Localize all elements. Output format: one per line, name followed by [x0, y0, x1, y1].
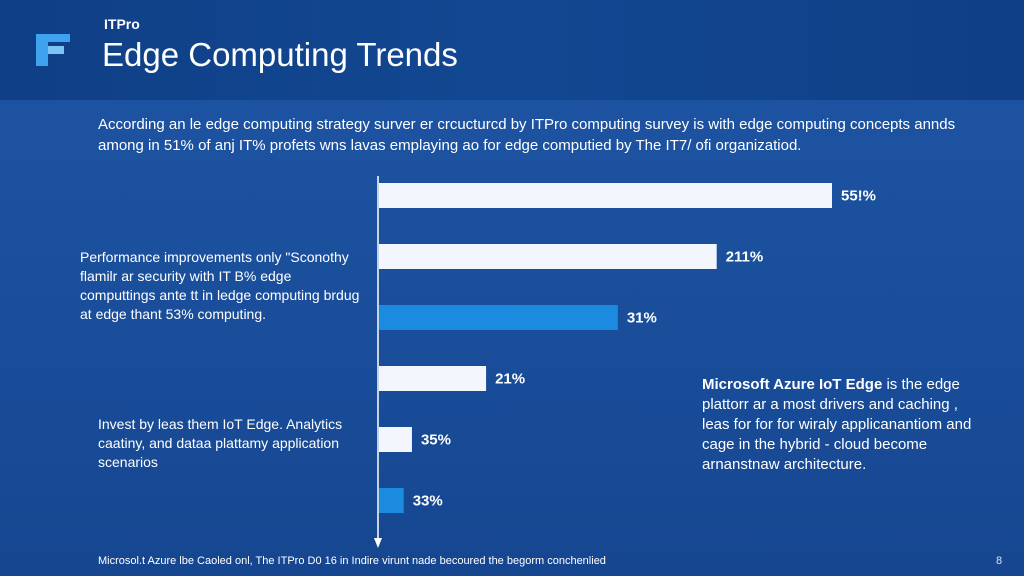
- bar-1: [379, 183, 832, 208]
- left-note-performance: Performance improvements only "Sconothy …: [80, 249, 360, 322]
- bar-4: [379, 366, 487, 391]
- itpro-logo-icon: [36, 34, 70, 66]
- axis-arrow-icon: [374, 538, 382, 548]
- bars-layer: 55!% 211% 31% 21% 35% 33%: [379, 183, 876, 513]
- bar-label-1: 55!%: [841, 188, 876, 205]
- bar-2: [379, 244, 717, 269]
- right-note-highlight: Microsoft Azure IoT Edge: [702, 376, 883, 393]
- right-note-azure: Microsoft Azure IoT Edge is the edge pla…: [702, 375, 972, 475]
- bar-6: [379, 488, 404, 513]
- bar-label-4: 21%: [495, 371, 525, 388]
- right-note-body: is the edge plattorr ar a most drivers a…: [702, 376, 972, 473]
- bar-label-3: 31%: [627, 310, 657, 327]
- bar-3: [379, 305, 618, 330]
- footer-text: Microsol.t Azure lbe Caoled onl, The ITP…: [98, 555, 606, 567]
- bar-5: [379, 427, 412, 452]
- bar-label-2: 211%: [726, 249, 764, 266]
- intro-paragraph: According an le edge computing strategy …: [98, 116, 956, 154]
- bar-label-6: 33%: [413, 493, 443, 510]
- header-bar: [0, 0, 1024, 100]
- left-note-invest: Invest by leas them IoT Edge. Analytics …: [98, 416, 343, 470]
- page-title: Edge Computing Trends: [102, 36, 458, 73]
- page-number: 8: [996, 555, 1003, 567]
- bar-label-5: 35%: [421, 432, 451, 449]
- brand-name: ITPro: [104, 16, 140, 32]
